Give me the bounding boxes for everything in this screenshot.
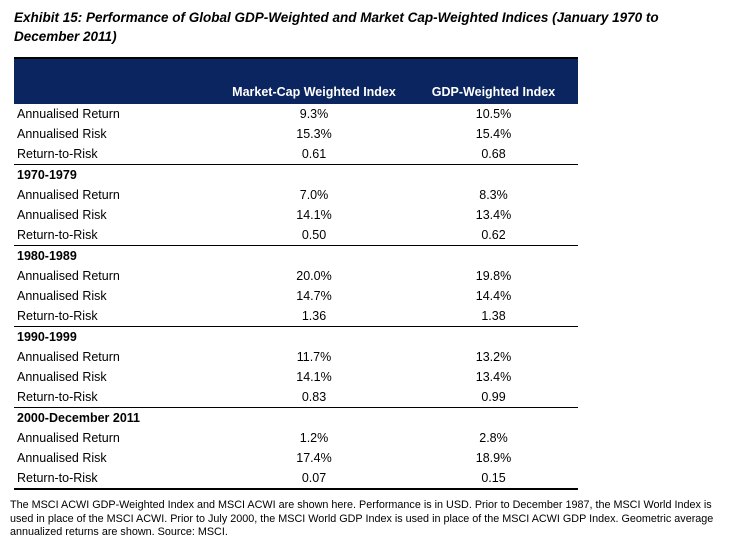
value-cell: 8.3% xyxy=(479,188,508,202)
section-heading: 1990-1999 xyxy=(14,326,578,347)
table-row: Return-to-Risk 1.36 1.38 xyxy=(14,306,578,327)
performance-table: Market-Cap Weighted Index GDP-Weighted I… xyxy=(14,57,578,490)
section-heading: 2000-December 2011 xyxy=(14,407,578,428)
table-header-row: Market-Cap Weighted Index GDP-Weighted I… xyxy=(14,58,578,104)
value-cell: 0.99 xyxy=(481,390,506,404)
value-cell: 13.4% xyxy=(475,370,512,384)
section-heading-row: 2000-December 2011 xyxy=(14,407,578,428)
column-header-market-cap-weighted: Market-Cap Weighted Index xyxy=(219,58,409,104)
value-cell: 0.62 xyxy=(481,228,506,242)
row-label: Annualised Return xyxy=(17,188,120,202)
table-row: Annualised Return 1.2% 2.8% xyxy=(14,428,578,448)
value-cell: 0.61 xyxy=(301,147,327,161)
column-header-gdp-weighted: GDP-Weighted Index xyxy=(409,58,578,104)
table-row: Annualised Return 7.0% 8.3% xyxy=(14,185,578,205)
value-cell: 15.3% xyxy=(296,127,332,141)
row-label: Annualised Return xyxy=(17,431,120,445)
value-cell: 2.8% xyxy=(479,431,508,445)
row-label: Return-to-Risk xyxy=(17,390,98,404)
table-row: Annualised Return 11.7% 13.2% xyxy=(14,347,578,367)
table-row: Annualised Return 9.3% 10.5% xyxy=(14,104,578,124)
page: Exhibit 15: Performance of Global GDP-We… xyxy=(0,8,740,538)
value-cell: 1.2% xyxy=(299,431,329,445)
value-cell: 20.0% xyxy=(296,269,332,283)
row-label: Annualised Return xyxy=(17,269,120,283)
value-cell: 14.1% xyxy=(296,208,332,222)
value-cell: 14.7% xyxy=(296,289,332,303)
section-heading-row: 1990-1999 xyxy=(14,326,578,347)
value-cell: 15.4% xyxy=(475,127,512,141)
table-row: Return-to-Risk 0.61 0.68 xyxy=(14,144,578,165)
value-cell: 10.5% xyxy=(475,107,512,121)
value-cell: 1.36 xyxy=(301,309,327,323)
value-cell: 7.0% xyxy=(299,188,329,202)
row-label: Annualised Risk xyxy=(17,370,107,384)
table-row: Annualised Risk 14.7% 14.4% xyxy=(14,286,578,306)
section-heading-row: 1980-1989 xyxy=(14,245,578,266)
row-label: Return-to-Risk xyxy=(17,147,98,161)
table-row: Annualised Risk 15.3% 15.4% xyxy=(14,124,578,144)
section-heading-row: 1970-1979 xyxy=(14,164,578,185)
table-row: Annualised Risk 14.1% 13.4% xyxy=(14,205,578,225)
table-row: Annualised Risk 17.4% 18.9% xyxy=(14,448,578,468)
row-label: Return-to-Risk xyxy=(17,228,98,242)
value-cell: 14.4% xyxy=(475,289,512,303)
table-row: Return-to-Risk 0.50 0.62 xyxy=(14,225,578,246)
row-label: Annualised Risk xyxy=(17,451,107,465)
footnote: The MSCI ACWI GDP-Weighted Index and MSC… xyxy=(10,499,714,538)
table-row: Return-to-Risk 0.07 0.15 xyxy=(14,468,578,489)
value-cell: 0.83 xyxy=(301,390,327,404)
value-cell: 13.4% xyxy=(475,208,512,222)
row-label: Return-to-Risk xyxy=(17,309,98,323)
value-cell: 18.9% xyxy=(475,451,512,465)
table-body: Annualised Return 9.3% 10.5% Annualised Ris… xyxy=(14,104,578,489)
value-cell: 1.38 xyxy=(481,309,506,323)
row-label: Annualised Risk xyxy=(17,289,107,303)
table-header: Market-Cap Weighted Index GDP-Weighted I… xyxy=(14,58,578,104)
row-label: Annualised Return xyxy=(17,350,120,364)
section-heading: 1980-1989 xyxy=(14,245,578,266)
table-row: Return-to-Risk 0.83 0.99 xyxy=(14,387,578,408)
exhibit-title: Exhibit 15: Performance of Global GDP-We… xyxy=(14,10,659,44)
section-heading: 1970-1979 xyxy=(14,164,578,185)
row-label: Annualised Return xyxy=(17,107,120,121)
value-cell: 14.1% xyxy=(296,370,332,384)
row-label: Annualised Risk xyxy=(17,208,107,222)
value-cell: 0.15 xyxy=(481,471,506,485)
value-cell: 19.8% xyxy=(475,269,512,283)
value-cell: 17.4% xyxy=(296,451,332,465)
value-cell: 9.3% xyxy=(299,107,329,121)
value-cell: 11.7% xyxy=(296,350,332,364)
value-cell: 0.50 xyxy=(301,228,327,242)
column-header-blank xyxy=(14,58,219,104)
value-cell: 13.2% xyxy=(475,350,512,364)
value-cell: 0.68 xyxy=(481,147,506,161)
row-label: Return-to-Risk xyxy=(17,471,98,485)
value-cell: 0.07 xyxy=(301,471,327,485)
row-label: Annualised Risk xyxy=(17,127,107,141)
table-row: Annualised Return 20.0% 19.8% xyxy=(14,266,578,286)
table-row: Annualised Risk 14.1% 13.4% xyxy=(14,367,578,387)
